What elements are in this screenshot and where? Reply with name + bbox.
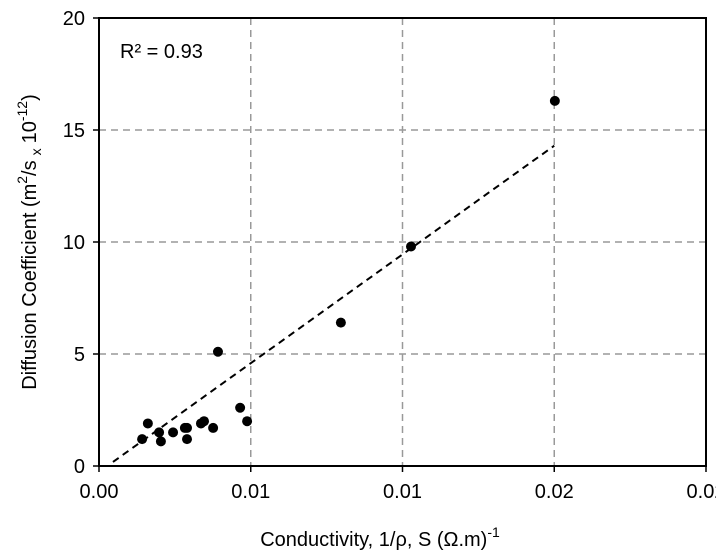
x-tick-label: 0.00 [80, 481, 119, 503]
trendline [112, 144, 555, 463]
y-tick-label: 0 [74, 456, 85, 478]
y-tick-label: 20 [63, 8, 85, 30]
x-axis-label-sup: -1 [487, 524, 500, 540]
data-point [549, 95, 560, 106]
data-point [137, 434, 148, 445]
x-tick-label: 0.02 [535, 481, 574, 503]
y-axis-label-part: x [28, 148, 44, 155]
y-axis-label-part: ) [19, 94, 41, 101]
y-axis-label-part: 10 [19, 121, 41, 143]
x-axis-label-text: Conductivity, 1/ρ, S (Ω.m) [260, 529, 487, 551]
data-point [168, 427, 179, 438]
data-point [142, 418, 153, 429]
y-tick-label: 15 [63, 120, 85, 142]
y-tick-label: 5 [74, 344, 85, 366]
data-point [242, 416, 253, 427]
y-tick-label: 10 [63, 232, 85, 254]
data-point [154, 427, 165, 438]
data-point [235, 402, 246, 413]
x-tick-label: 0.02 [687, 481, 716, 503]
data-point [208, 422, 219, 433]
y-axis-label-part: /s [19, 160, 41, 176]
data-point [182, 434, 193, 445]
data-point [335, 317, 346, 328]
data-point [155, 436, 166, 447]
x-axis-label: Conductivity, 1/ρ, S (Ω.m)-1 [260, 524, 500, 551]
data-point [182, 422, 193, 433]
r-squared-annotation: R² = 0.93 [120, 41, 203, 63]
x-tick-label: 0.01 [383, 481, 422, 503]
y-axis-label: Diffusion Coefficient (m2/s x 10-12) [14, 94, 44, 390]
data-point [405, 241, 416, 252]
x-tick-label: 0.01 [231, 481, 270, 503]
plot-frame [98, 17, 707, 467]
data-point [212, 346, 223, 357]
y-axis-label-part: Diffusion Coefficient (m [19, 184, 41, 390]
y-axis-label-part: 2 [14, 176, 30, 184]
data-point [199, 416, 210, 427]
y-axis-label-part: -12 [14, 101, 30, 121]
